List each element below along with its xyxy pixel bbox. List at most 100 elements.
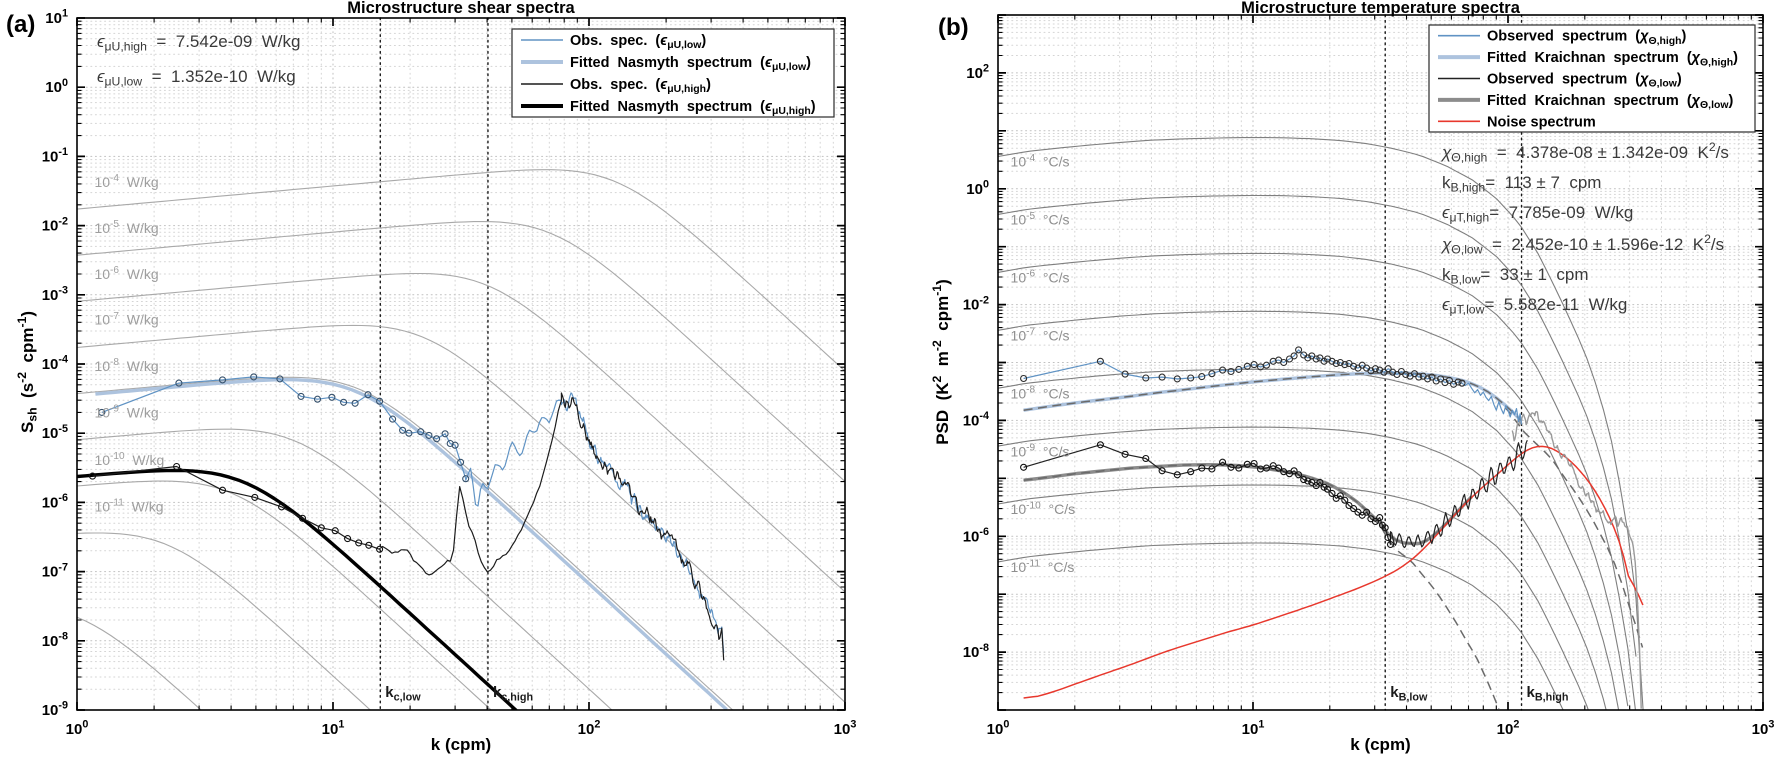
minor-gridlines [997,14,1764,711]
legend-label-0: Obs. spec. (ϵμU,low​) [570,33,706,51]
legend: Obs. spec. (ϵμU,low​) Fitted Nasmyth spec… [511,28,835,118]
reference-label-5: 10-9​ °C/s [1011,442,1070,459]
y-tick-label-2: 10-1​ [42,146,68,165]
marker [376,545,384,553]
y-tick-label-0: 102​ [966,63,989,82]
marker [446,439,454,448]
marker [1371,365,1379,373]
marker [1454,378,1462,386]
y-tick-label-1: 100​ [966,178,989,197]
major-gridlines [997,14,1764,711]
marker [433,435,441,443]
marker [1386,540,1395,549]
y-axis-label: Ssh​ (s-2​ cpm-1​) [15,311,40,433]
series-fitted-kraichnan-low-thick-gray-dash-overlay [1023,463,1473,545]
marker [250,373,258,381]
reference-label-5: 10-9​ W/kg [94,403,158,420]
minor-ticks [998,15,1763,710]
y-tick-label-3: 10-2​ [42,215,68,234]
reference-curve-4 [77,376,734,710]
marker [1219,366,1227,374]
major-ticks [997,14,1764,711]
marker [1290,467,1298,475]
marker [399,426,407,434]
cutoff-label-0: kB,low​ [1390,684,1428,703]
y-tick-label-4: 10-3​ [42,285,68,304]
marker [1290,352,1298,360]
reference-curve-0 [998,137,1644,710]
reference-label-3: 10-7​ °C/s [1011,327,1070,344]
legend-label-2: Observed spectrum (χΘ,low​) [1487,72,1682,90]
annotation-0: χΘ,high​ = 4.378e-08 ± 1.342e-09 K2​/s [1440,140,1729,165]
marker [1096,441,1104,449]
y-axis-label: PSD (K2​ m-2​ cpm-1​) [930,279,952,445]
y-tick-label-10: 10-9​ [42,700,68,719]
marker [1445,376,1453,384]
series-observed-temperature-spectrum-high-blue-markers [1020,346,1466,388]
marker [1280,358,1288,367]
marker [376,397,384,405]
marker [351,399,359,407]
marker [1350,362,1358,370]
marker [344,535,352,543]
marker [328,393,336,401]
marker [1350,505,1358,513]
legend-label-3: Fitted Nasmyth spectrum (ϵμU,high​) [570,99,816,117]
marker [1316,354,1324,362]
x-tick-label-0: 100​ [66,719,89,738]
marker [405,429,413,437]
marker [1323,485,1332,493]
marker [1300,476,1308,484]
legend-label-2: Obs. spec. (ϵμU,high​) [570,77,711,95]
marker [1371,517,1379,526]
panel-title: Microstructure temperature spectra [1241,0,1521,17]
marker [1219,458,1227,466]
marker [218,376,227,384]
reference-label-0: 10-4​ W/kg [94,173,158,190]
marker [278,503,286,511]
y-tick-label-3: 10-4​ [963,410,989,429]
marker [1424,375,1432,383]
reference-curve-5 [998,426,1607,710]
x-axis-label: k (cpm) [431,735,491,754]
marker [251,493,259,501]
marker [1410,370,1419,378]
x-tick-label-0: 100​ [987,719,1010,738]
marker [1381,524,1389,532]
y-tick-label-8: 10-7​ [42,561,68,580]
axes [76,17,846,711]
y-tick-label-0: 101​ [45,8,68,27]
panel-letter: (b) [938,14,969,41]
reference-curve-6 [998,484,1589,710]
panel-letter: (a) [6,11,35,38]
marker [313,395,322,403]
marker [1328,489,1336,497]
marker [1367,367,1375,375]
reference-curve-5 [77,428,613,710]
series-observed-shear-spectrum-black [92,392,725,661]
marker [1437,375,1445,383]
marker [417,428,425,436]
marker [1142,454,1150,463]
series-observed-shear-spectrum-blue [101,376,725,653]
reference-curve-1 [998,194,1637,657]
x-tick-label-2: 102​ [578,719,601,738]
series-fitted-kraichnan-low-thick-gray [1023,463,1473,546]
marker [1458,379,1466,387]
series-observed-temperature-spectrum-low-black-markers [1020,441,1395,549]
marker [1227,463,1235,471]
marker [1173,375,1181,383]
reference-curve-7 [998,542,1564,710]
marker [1316,478,1324,486]
annotation-2: ϵμT,high​= 7.785e-09 W/kg [1442,203,1633,225]
series-noise-spectrum-red [1023,445,1644,699]
marker [1187,374,1195,382]
reference-curve-8 [77,616,202,710]
marker [297,392,305,400]
marker [1312,355,1320,363]
marker [1250,361,1258,369]
marker [1227,367,1235,376]
data-series [1020,346,1644,710]
data-series [77,373,728,710]
